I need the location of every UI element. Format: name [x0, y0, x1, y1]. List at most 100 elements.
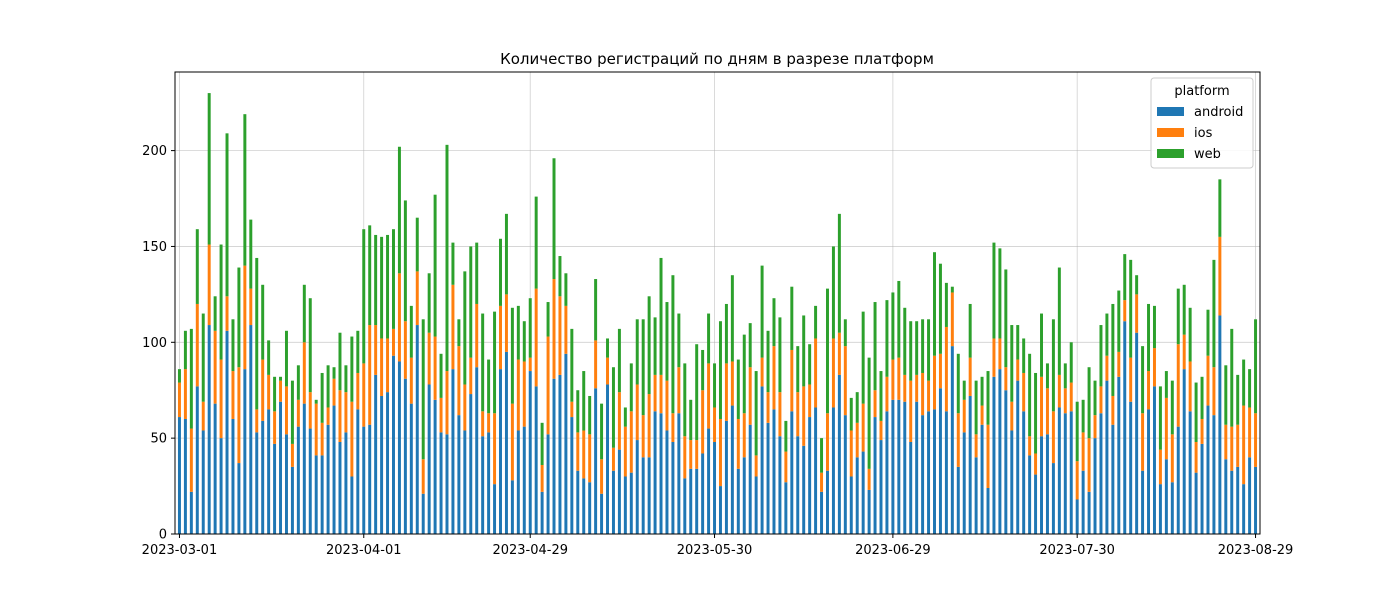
bar-web [665, 302, 669, 381]
bar-web [861, 311, 865, 404]
bar-ios [273, 411, 277, 444]
bar-ios [308, 392, 312, 429]
bar-ios [635, 384, 639, 441]
bar-ios [267, 374, 271, 410]
bar-android [261, 420, 265, 534]
bar-web [1093, 380, 1097, 416]
bar-ios [956, 413, 960, 467]
bar-web [225, 133, 229, 297]
bar-web [594, 279, 598, 341]
y-tick-label: 50 [150, 432, 167, 447]
bar-web [933, 252, 936, 356]
bar-android [296, 426, 300, 534]
bar-ios [837, 332, 841, 375]
bar-ios [927, 380, 931, 412]
bar-ios [695, 440, 699, 469]
grid-lines [175, 72, 1260, 535]
bar-ios [552, 279, 556, 379]
bar-android [588, 482, 592, 534]
bar-ios [314, 403, 318, 456]
bar-web [611, 367, 615, 448]
bar-android [956, 466, 960, 534]
bar-ios [475, 303, 479, 368]
bar-android [831, 407, 835, 534]
bar-web [344, 365, 348, 393]
bar-android [326, 424, 330, 534]
bar-web [1016, 325, 1020, 360]
bar-android [350, 476, 354, 534]
bar-web [903, 307, 907, 375]
bar-ios [279, 380, 283, 402]
bar-ios [1182, 334, 1186, 370]
bar-web [879, 371, 883, 421]
bar-android [1164, 459, 1168, 534]
bar-android [707, 428, 711, 534]
bar-web [255, 257, 259, 410]
bar-ios [611, 447, 615, 471]
bar-android [873, 417, 877, 534]
bar-android [1075, 499, 1079, 534]
bar-ios [510, 403, 514, 481]
bar-web [219, 244, 223, 360]
bar-ios [724, 363, 728, 421]
bar-ios [368, 325, 372, 425]
bar-ios [582, 430, 586, 479]
bar-android [701, 453, 705, 534]
bar-web [546, 302, 550, 337]
bar-web [576, 390, 580, 433]
bar-android [1004, 390, 1008, 534]
bar-web [754, 371, 758, 456]
bar-web [1087, 367, 1091, 439]
bar-web [261, 284, 265, 360]
bar-android [784, 482, 788, 534]
bar-ios [683, 436, 687, 479]
bar-android [1254, 466, 1258, 534]
bar-android [356, 409, 360, 534]
bar-web [701, 349, 705, 391]
bar-web [808, 344, 812, 385]
bar-web [718, 321, 722, 419]
bar-ios [713, 407, 717, 442]
bar-web [528, 298, 532, 358]
bar-ios [439, 397, 443, 433]
bar-ios [463, 384, 467, 431]
bar-web [950, 286, 954, 293]
bar-android [915, 401, 919, 534]
bar-web [820, 438, 824, 473]
x-tick-label: 2023-08-29 [1218, 543, 1294, 558]
bar-ios [938, 353, 942, 389]
bar-web [617, 328, 621, 393]
bar-ios [903, 374, 907, 402]
bar-android [558, 374, 562, 534]
bar-web [921, 319, 925, 373]
bar-ios [1242, 405, 1246, 485]
bar-web [516, 305, 520, 360]
bar-ios [576, 432, 580, 471]
bar-android [962, 432, 966, 534]
bar-ios [427, 332, 431, 385]
bar-ios [213, 330, 217, 404]
bar-web [909, 321, 913, 381]
bar-web [1135, 275, 1139, 295]
bar-android [273, 443, 277, 534]
x-tick-label: 2023-06-29 [855, 543, 931, 558]
bar-ios [1212, 367, 1216, 416]
bar-android [1141, 470, 1145, 534]
bar-android [623, 476, 627, 534]
bar-ios [1188, 361, 1192, 412]
bar-ios [1099, 386, 1103, 414]
bar-web [177, 369, 181, 383]
bar-android [499, 369, 502, 534]
bar-android [826, 470, 829, 534]
bar-web [481, 313, 485, 412]
bar-web [677, 313, 681, 368]
bar-android [1236, 466, 1240, 534]
bar-ios [1004, 367, 1008, 391]
x-tick-label: 2023-07-30 [1039, 543, 1115, 558]
bar-android [909, 441, 913, 534]
bar-web [350, 336, 354, 402]
bar-android [665, 430, 669, 534]
bar-web [540, 422, 544, 465]
bar-ios [534, 288, 538, 387]
bar-ios [445, 371, 449, 435]
